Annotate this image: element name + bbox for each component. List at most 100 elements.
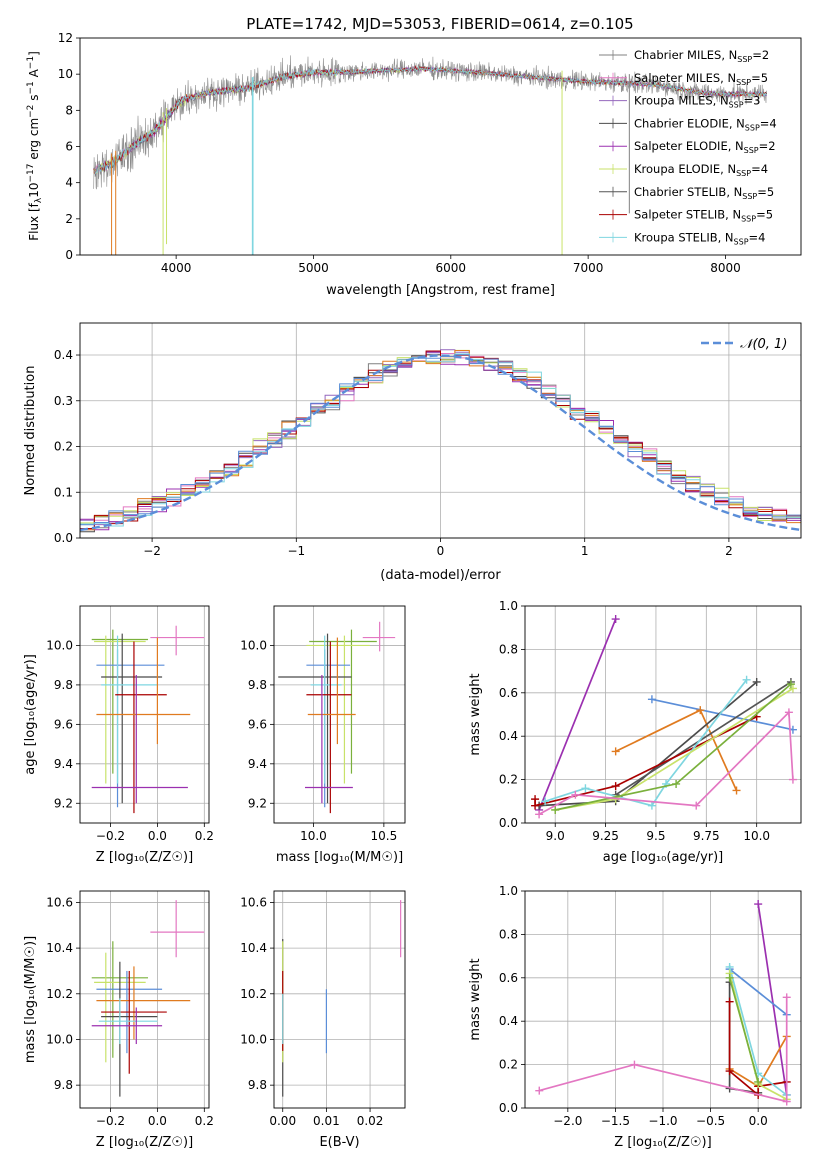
weight-line — [544, 679, 748, 807]
weight-marker — [581, 784, 590, 793]
weight-line — [538, 618, 617, 811]
y-tick-label: 0.6 — [499, 971, 518, 985]
normal-curve — [80, 354, 801, 532]
legend-label: Chabrier ELODIE, NSSP=4 — [634, 116, 777, 132]
axes-frame — [273, 890, 406, 1109]
weight-marker — [551, 805, 560, 814]
errorbar-point — [306, 649, 351, 808]
weight-marker — [611, 782, 620, 791]
y-tick-label: 10.4 — [46, 941, 73, 955]
y-tick-label: 0.8 — [499, 927, 518, 941]
x-axis-label: Z [log₁₀(Z/Z☉)] — [614, 1135, 711, 1150]
y-tick-label: 2 — [65, 212, 73, 226]
weight-series — [535, 615, 620, 814]
legend-label: Salpeter MILES, NSSP=5 — [634, 71, 768, 87]
weight-line — [539, 681, 758, 807]
weight-marker — [672, 779, 681, 788]
x-tick-label: 0.0 — [148, 1114, 167, 1128]
legend-label: Chabrier STELIB, NSSP=5 — [634, 185, 774, 201]
y-tick-label: 0 — [65, 248, 73, 262]
y-tick-label: 10.4 — [240, 941, 267, 955]
y-tick-label: 0.0 — [499, 816, 518, 830]
y-tick-label: 1.0 — [499, 884, 518, 898]
x-tick-label: 9.25 — [592, 829, 619, 843]
y-tick-label: 1.0 — [499, 599, 518, 613]
y-tick-label: 9.2 — [54, 796, 73, 810]
legend-label: 𝒩(0, 1) — [740, 337, 787, 352]
errorbar-point — [306, 641, 352, 814]
legend-entry: Chabrier ELODIE, NSSP=4 — [599, 116, 777, 132]
legend-label: Chabrier MILES, NSSP=2 — [634, 48, 769, 64]
spectrum-panel: 4000 5000 6000 7000 8000 0 2 4 6 8 10 12 wavelength … — [26, 31, 802, 298]
legend-entry: Chabrier MILES, NSSP=2 — [599, 48, 769, 64]
y-tick-label: 10.6 — [240, 895, 267, 909]
weight-line — [651, 698, 794, 731]
errorbar-point — [307, 637, 356, 745]
errorbar-point — [91, 1007, 163, 1045]
weight-marker — [786, 680, 795, 689]
y-tick-label: 10.2 — [46, 987, 73, 1001]
weight-series — [551, 680, 795, 814]
x-tick-label: 9.75 — [693, 829, 720, 843]
weight-series — [647, 695, 797, 734]
errorbar-point — [96, 649, 165, 808]
x-tick-label: −1.0 — [648, 1114, 677, 1128]
y-tick-label: 4 — [65, 176, 73, 190]
errorbar-point — [96, 966, 191, 1040]
weight-series — [535, 708, 797, 819]
weight-marker — [611, 747, 620, 756]
legend-label: Kroupa MILES, NSSP=3 — [634, 94, 760, 110]
y-tick-label: 0.6 — [499, 686, 518, 700]
weight-line — [757, 903, 788, 1096]
axes-frame — [79, 605, 210, 824]
weight-marker — [531, 801, 540, 810]
x-tick-label: −2.0 — [553, 1114, 582, 1128]
x-axis-label: mass [log₁₀(M/M☉)] — [276, 850, 403, 865]
mass-weight-panel: 9.0 9.25 9.5 9.75 10.0 0.0 0.2 0.4 0.6 0.8 1.0 age … — [468, 599, 802, 865]
errorbar-point — [306, 635, 370, 784]
y-tick-label: 10.0 — [46, 1032, 73, 1046]
x-tick-label: −1 — [287, 544, 305, 558]
y-tick-label: 10.2 — [240, 987, 267, 1001]
legend-label: Salpeter ELODIE, NSSP=2 — [634, 139, 776, 155]
weight-marker — [535, 1086, 544, 1095]
weight-series — [754, 900, 791, 1099]
y-tick-label: 0.2 — [54, 440, 73, 454]
x-tick-label: 0.01 — [313, 1114, 340, 1128]
errorbar-point — [91, 629, 149, 774]
mass-weight-panel: −2.0 −1.5 −1.0 −0.5 0.0 0.0 0.2 0.4 0.6 0.8 1.0 Z [… — [468, 884, 802, 1150]
y-tick-label: 9.6 — [54, 717, 73, 731]
y-tick-label: 9.2 — [248, 796, 267, 810]
y-tick-label: 10.0 — [240, 1032, 267, 1046]
x-tick-label: −2 — [143, 544, 161, 558]
legend-entry: Salpeter MILES, NSSP=5 — [599, 71, 768, 87]
axes-frame — [79, 890, 210, 1109]
x-tick-label: 8000 — [710, 261, 741, 275]
weight-marker — [535, 810, 544, 819]
spectrum-series-line — [93, 65, 767, 175]
x-tick-label: 4000 — [161, 261, 192, 275]
errorbar-point — [101, 970, 167, 1074]
y-tick-label: 0.3 — [54, 394, 73, 408]
y-tick-label: 10 — [58, 67, 73, 81]
errorbar-panel: 0.00 0.01 0.02 9.8 10.0 10.2 10.4 10.6 E(B-V) — [240, 890, 406, 1150]
y-tick-label: 6 — [65, 140, 73, 154]
x-tick-label: 6000 — [436, 261, 467, 275]
y-tick-label: 0.4 — [499, 729, 518, 743]
x-tick-label: 0.2 — [195, 829, 214, 843]
y-tick-label: 0.4 — [54, 348, 73, 362]
x-tick-label: −0.2 — [96, 829, 125, 843]
weight-series — [535, 993, 791, 1106]
x-tick-label: −0.2 — [96, 1114, 125, 1128]
errorbar-point — [101, 633, 163, 804]
legend-label: Salpeter STELIB, NSSP=5 — [634, 208, 773, 224]
legend-label: Kroupa STELIB, NSSP=4 — [634, 230, 765, 246]
errorbar-point — [309, 629, 377, 774]
x-tick-label: 0.0 — [148, 829, 167, 843]
x-tick-label: −0.5 — [696, 1114, 725, 1128]
x-tick-label: 5000 — [298, 261, 329, 275]
y-tick-label: 9.8 — [54, 1078, 73, 1092]
x-axis-label: Z [log₁₀(Z/Z☉)] — [96, 850, 193, 865]
weight-marker — [752, 677, 761, 686]
y-tick-label: 9.6 — [248, 717, 267, 731]
